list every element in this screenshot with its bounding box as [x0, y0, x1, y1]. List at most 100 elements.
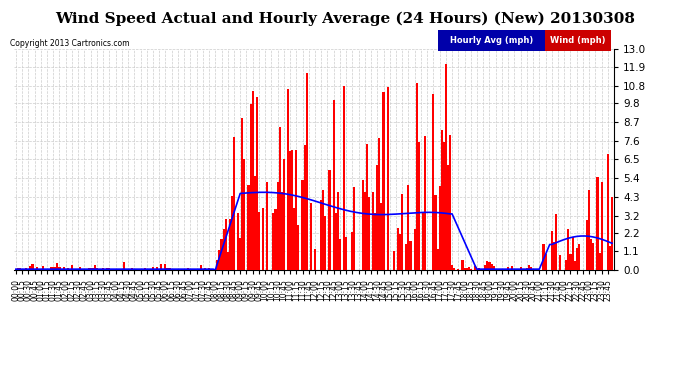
Bar — [26, 268, 28, 270]
Bar — [480, 269, 482, 270]
Bar — [187, 268, 189, 270]
Bar — [100, 269, 102, 270]
Bar — [59, 267, 61, 270]
Bar — [322, 190, 324, 270]
Bar — [478, 268, 480, 270]
Bar — [441, 130, 443, 270]
Bar — [90, 268, 92, 270]
Bar — [380, 203, 382, 270]
Bar — [366, 144, 368, 270]
Bar — [559, 255, 561, 270]
Bar — [499, 268, 501, 270]
Bar — [131, 268, 133, 270]
Bar — [52, 267, 55, 270]
Bar — [181, 269, 183, 270]
Bar — [351, 232, 353, 270]
Bar — [489, 262, 491, 270]
Bar — [409, 240, 411, 270]
Bar — [333, 100, 335, 270]
Bar — [287, 89, 289, 270]
Bar — [314, 249, 316, 270]
Bar — [19, 268, 21, 270]
Bar — [15, 268, 17, 270]
Bar — [598, 253, 600, 270]
Bar — [108, 268, 110, 270]
Bar — [588, 190, 590, 270]
Bar — [250, 104, 252, 270]
Bar — [275, 209, 277, 270]
Bar — [221, 239, 223, 270]
Bar — [156, 267, 158, 270]
Bar — [345, 237, 347, 270]
Bar — [592, 243, 594, 270]
Bar — [484, 265, 486, 270]
Bar — [208, 268, 210, 270]
Bar — [343, 86, 345, 270]
Bar — [115, 269, 117, 270]
Bar — [30, 266, 32, 270]
Bar — [283, 159, 285, 270]
Bar — [542, 244, 544, 270]
Bar — [57, 264, 59, 270]
Bar — [586, 220, 588, 270]
Bar — [372, 192, 374, 270]
Bar — [63, 267, 65, 270]
Bar — [297, 225, 299, 270]
Bar — [73, 269, 75, 270]
Bar — [578, 244, 580, 270]
Bar — [596, 177, 598, 270]
Bar — [353, 187, 355, 270]
Bar — [81, 269, 83, 270]
Bar — [495, 269, 497, 270]
Bar — [320, 200, 322, 270]
Bar — [227, 252, 229, 270]
Bar — [75, 269, 77, 270]
Bar — [399, 234, 401, 270]
Bar — [407, 185, 409, 270]
Bar — [571, 237, 573, 270]
Bar — [470, 269, 472, 270]
Bar — [590, 239, 592, 270]
Bar — [61, 269, 63, 270]
Bar — [607, 154, 609, 270]
Bar — [575, 249, 578, 270]
Bar — [150, 269, 152, 270]
Bar — [239, 238, 241, 270]
Bar — [164, 264, 166, 270]
Bar — [405, 244, 407, 270]
Bar — [106, 268, 108, 270]
Bar — [32, 264, 34, 270]
Bar — [449, 135, 451, 270]
Bar — [435, 195, 437, 270]
Bar — [567, 230, 569, 270]
Bar — [453, 267, 455, 270]
Bar — [83, 268, 86, 270]
Bar — [117, 269, 119, 270]
Bar — [102, 268, 104, 270]
Bar — [273, 213, 275, 270]
Bar — [401, 194, 403, 270]
Bar — [368, 196, 370, 270]
Bar — [520, 267, 522, 270]
Bar — [524, 268, 526, 270]
Bar — [55, 267, 57, 270]
Text: Wind Speed Actual and Hourly Average (24 Hours) (New) 20130308: Wind Speed Actual and Hourly Average (24… — [55, 11, 635, 26]
Bar — [88, 268, 90, 270]
Bar — [197, 268, 199, 270]
Bar — [551, 231, 553, 270]
Bar — [302, 180, 304, 270]
Bar — [501, 269, 503, 270]
Bar — [544, 254, 546, 270]
Bar — [135, 269, 137, 270]
Bar — [362, 180, 364, 270]
Bar — [493, 266, 495, 270]
Bar — [306, 73, 308, 270]
Bar — [511, 266, 513, 270]
Bar — [162, 269, 164, 270]
Bar — [266, 183, 268, 270]
Bar — [123, 262, 125, 270]
Bar — [565, 260, 567, 270]
Bar — [152, 267, 154, 270]
Bar — [382, 92, 384, 270]
Bar — [378, 138, 380, 270]
